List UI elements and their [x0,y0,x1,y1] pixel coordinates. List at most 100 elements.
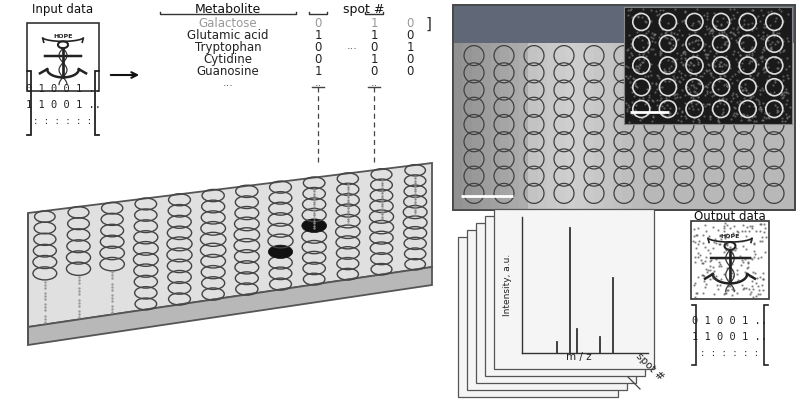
Point [696,289,709,296]
Point [697,259,710,266]
Point [722,246,734,253]
Point [732,68,745,75]
Point [699,23,712,29]
Point [691,40,704,47]
Point [724,98,737,104]
Point [630,84,643,90]
Point [732,59,745,65]
Point [767,29,780,36]
Point [783,104,796,110]
Point [779,117,792,124]
Point [670,20,683,27]
Point [653,74,666,81]
Point [743,116,756,122]
Ellipse shape [302,219,326,232]
Point [781,115,794,122]
Point [719,31,732,38]
Point [636,36,649,43]
Text: 0: 0 [314,17,322,30]
Point [754,54,767,61]
Point [665,63,678,70]
Point [746,51,758,58]
Point [704,28,717,35]
Point [654,48,666,55]
Point [652,10,665,17]
Point [658,66,671,73]
Point [683,61,696,68]
Point [658,77,671,84]
Point [765,46,778,52]
Point [625,49,638,56]
Point [628,93,641,99]
Point [635,13,648,20]
Point [737,286,750,293]
Point [657,26,670,33]
Point [734,98,746,105]
Point [625,44,638,50]
Point [726,292,738,298]
Point [699,31,712,38]
Point [750,15,762,22]
Point [691,106,704,112]
Point [750,95,762,102]
Point [714,47,727,54]
Point [702,101,715,107]
Point [775,104,788,111]
Point [708,10,721,17]
Point [665,45,678,51]
Point [714,262,727,269]
Point [698,70,710,77]
Point [677,61,690,67]
Point [759,44,772,51]
Point [759,35,772,42]
Point [760,37,773,43]
Point [738,269,751,276]
Point [654,51,666,58]
Point [683,59,696,66]
Point [684,72,697,78]
Point [757,87,770,93]
Point [732,49,745,56]
Point [725,16,738,22]
Point [730,90,742,97]
Point [697,83,710,90]
Point [747,103,760,110]
Point [776,91,789,98]
Point [760,68,773,74]
Point [737,39,750,45]
Point [712,227,725,234]
Point [774,79,787,85]
Point [703,112,716,119]
Point [688,70,701,77]
Point [765,45,778,52]
Point [754,18,767,24]
Point [756,33,769,39]
Point [683,88,696,95]
Point [750,24,763,31]
Point [626,39,638,46]
Point [737,113,750,120]
Point [698,273,710,279]
Point [746,293,759,300]
Point [757,269,770,276]
Point [714,232,726,239]
Point [642,28,654,34]
Point [675,109,688,115]
Point [692,224,705,231]
Point [645,6,658,13]
Point [654,96,667,103]
Point [686,78,698,85]
Point [704,89,717,95]
Point [771,30,784,37]
Point [685,100,698,106]
Point [638,49,651,55]
Point [624,78,637,85]
Point [644,83,657,89]
Point [757,28,770,35]
Point [678,54,691,61]
Point [630,82,642,89]
Point [748,48,761,54]
Point [754,103,766,110]
Point [630,66,643,72]
Text: 0: 0 [314,41,322,54]
